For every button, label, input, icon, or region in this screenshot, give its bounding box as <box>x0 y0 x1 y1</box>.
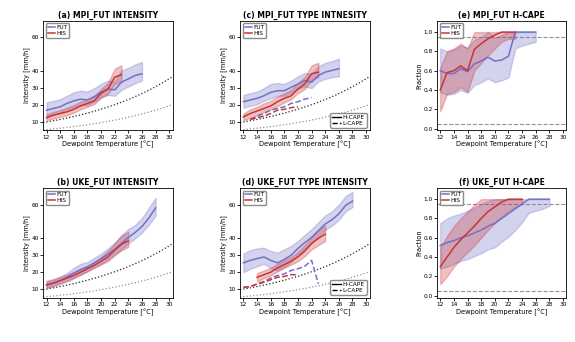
Title: (e) MPI_FUT H-CAPE: (e) MPI_FUT H-CAPE <box>458 11 545 20</box>
Title: (b) UKE_FUT INTENSITY: (b) UKE_FUT INTENSITY <box>57 178 159 187</box>
Y-axis label: Fraction: Fraction <box>416 62 422 89</box>
Legend: H-CAPE, L-CAPE: H-CAPE, L-CAPE <box>331 113 367 128</box>
X-axis label: Dewpoint Temperature [°C]: Dewpoint Temperature [°C] <box>62 308 154 316</box>
X-axis label: Dewpoint Temperature [°C]: Dewpoint Temperature [°C] <box>62 141 154 148</box>
Legend: FUT, HIS: FUT, HIS <box>440 24 463 38</box>
Legend: H-CAPE, L-CAPE: H-CAPE, L-CAPE <box>331 280 367 294</box>
Y-axis label: Fraction: Fraction <box>416 229 422 256</box>
Title: (d) UKE_FUT TYPE INTENSITY: (d) UKE_FUT TYPE INTENSITY <box>242 178 367 187</box>
Y-axis label: Intensity [mm/h]: Intensity [mm/h] <box>220 48 227 103</box>
X-axis label: Dewpoint Temperature [°C]: Dewpoint Temperature [°C] <box>456 308 547 316</box>
Title: (c) MPI_FUT TYPE INTNESITY: (c) MPI_FUT TYPE INTNESITY <box>243 11 367 20</box>
Legend: FUT, HIS: FUT, HIS <box>440 190 463 205</box>
X-axis label: Dewpoint Temperature [°C]: Dewpoint Temperature [°C] <box>456 141 547 148</box>
Legend: FUT, HIS: FUT, HIS <box>46 190 70 205</box>
Title: (a) MPI_FUT INTENSITY: (a) MPI_FUT INTENSITY <box>58 11 158 20</box>
X-axis label: Dewpoint Temperature [°C]: Dewpoint Temperature [°C] <box>259 308 351 316</box>
Title: (f) UKE_FUT H-CAPE: (f) UKE_FUT H-CAPE <box>459 178 545 187</box>
Y-axis label: Intensity [mm/h]: Intensity [mm/h] <box>24 48 30 103</box>
Y-axis label: Intensity [mm/h]: Intensity [mm/h] <box>220 215 227 271</box>
X-axis label: Dewpoint Temperature [°C]: Dewpoint Temperature [°C] <box>259 141 351 148</box>
Legend: FUT, HIS: FUT, HIS <box>46 24 70 38</box>
Y-axis label: Intensity [mm/h]: Intensity [mm/h] <box>24 215 30 271</box>
